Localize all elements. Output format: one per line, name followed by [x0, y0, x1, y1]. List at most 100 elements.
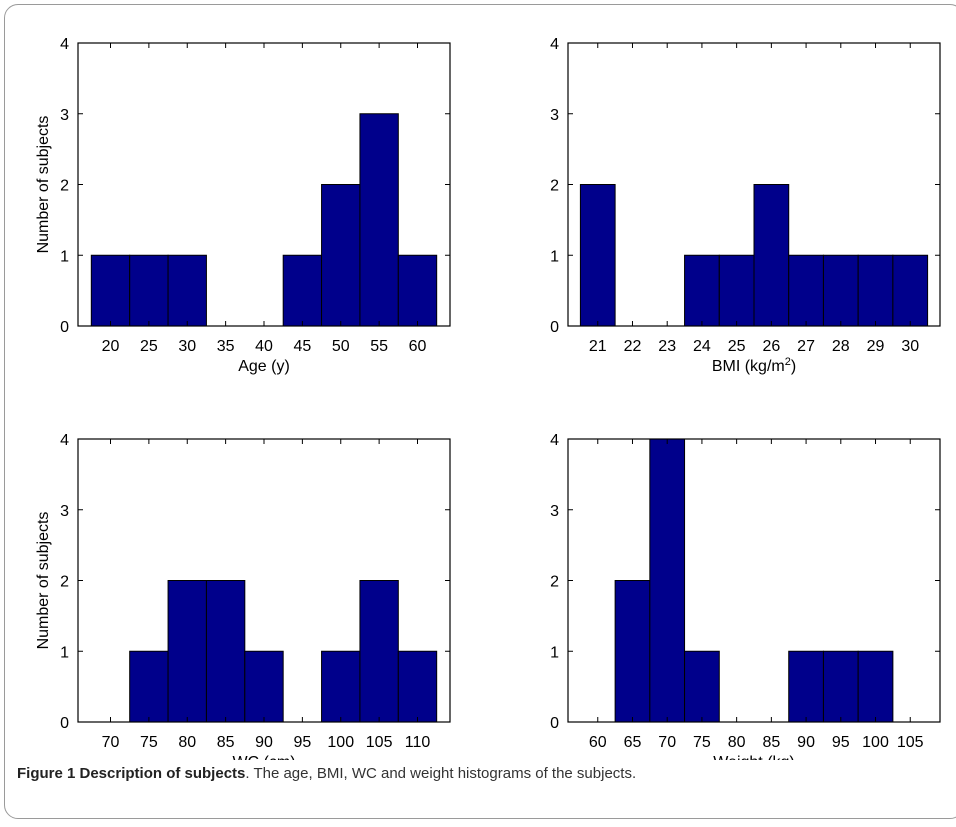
y-tick-label: 0 — [60, 319, 69, 336]
x-tick-label: 85 — [762, 734, 780, 751]
y-tick-label: 2 — [550, 574, 559, 591]
bar-105 — [359, 580, 399, 723]
bar-70 — [649, 438, 686, 723]
x-tick-label: 25 — [728, 338, 746, 355]
y-tick-label: 3 — [550, 107, 559, 124]
x-tick-label: 90 — [797, 734, 815, 751]
bar-28 — [822, 254, 859, 327]
bar-100 — [857, 650, 894, 723]
x-tick-label: 40 — [255, 338, 273, 355]
x-tick-label: 27 — [797, 338, 815, 355]
x-tick-label: 30 — [178, 338, 196, 355]
bar-85 — [205, 580, 246, 723]
y-tick-label: 0 — [550, 715, 559, 732]
y-tick-label: 1 — [550, 644, 559, 661]
bar-25 — [129, 254, 169, 327]
y-tick-label: 0 — [550, 319, 559, 336]
x-tick-label: 110 — [405, 734, 431, 751]
bar-55 — [359, 113, 399, 327]
x-tick-label: 105 — [897, 734, 924, 751]
x-tick-label: 65 — [624, 734, 642, 751]
x-tick-label: 70 — [658, 734, 676, 751]
x-axis-label: WC (cm) — [232, 754, 295, 760]
bar-95 — [822, 650, 859, 723]
y-tick-label: 4 — [60, 432, 69, 449]
bar-80 — [167, 580, 207, 723]
x-tick-label: 60 — [589, 734, 607, 751]
y-tick-label: 0 — [60, 715, 69, 732]
x-tick-label: 29 — [867, 338, 885, 355]
bar-100 — [321, 650, 361, 723]
bar-30 — [167, 254, 207, 327]
x-tick-label: 60 — [409, 338, 427, 355]
bar-26 — [753, 184, 790, 327]
x-tick-label: 45 — [293, 338, 311, 355]
bar-30 — [892, 254, 929, 327]
y-tick-label: 2 — [60, 574, 69, 591]
x-tick-label: 24 — [693, 338, 711, 355]
x-tick-label: 80 — [728, 734, 746, 751]
x-tick-label: 21 — [589, 338, 607, 355]
x-tick-label: 75 — [140, 734, 158, 751]
x-tick-label: 25 — [140, 338, 158, 355]
bar-50 — [321, 184, 361, 327]
x-tick-label: 75 — [693, 734, 711, 751]
bar-45 — [282, 254, 323, 327]
y-tick-label: 3 — [60, 107, 69, 124]
x-tick-label: 70 — [102, 734, 120, 751]
y-axis-label: Number of subjects — [35, 116, 52, 254]
histogram-panel-3: 0 1 2 3 4 70 75 80 85 90 95 100 105 110 WC (cm) Number … — [35, 432, 451, 760]
bar-20 — [90, 254, 131, 327]
x-tick-label: 80 — [178, 734, 196, 751]
histogram-panel-1: 0 1 2 3 4 20 25 30 35 40 45 50 55 60 Age (y) Number of … — [35, 36, 451, 375]
y-tick-label: 3 — [60, 503, 69, 520]
bar-90 — [244, 650, 284, 723]
bar-27 — [788, 254, 824, 327]
caption-text: . The age, BMI, WC and weight histograms… — [245, 765, 637, 782]
figure-caption: Figure 1 Description of subjects. The ag… — [17, 765, 636, 782]
y-tick-label: 2 — [550, 178, 559, 195]
y-tick-label: 1 — [60, 248, 69, 265]
bar-60 — [397, 254, 438, 327]
x-tick-label: 30 — [901, 338, 919, 355]
bar-29 — [857, 254, 894, 327]
x-tick-label: 20 — [102, 338, 120, 355]
bar-65 — [614, 580, 651, 723]
histogram-panel-4: 0 1 2 3 4 60 65 70 75 80 85 90 95 100 105 Weight (kg) — [550, 432, 941, 760]
y-tick-label: 1 — [60, 644, 69, 661]
y-tick-label: 1 — [550, 248, 559, 265]
x-axis-label: Age (y) — [238, 358, 290, 375]
bar-75 — [684, 650, 720, 723]
x-tick-label: 28 — [832, 338, 850, 355]
x-tick-label: 23 — [658, 338, 676, 355]
y-tick-label: 4 — [550, 432, 559, 449]
bar-90 — [788, 650, 824, 723]
x-axis-label: BMI (kg/m2) — [712, 356, 796, 375]
x-tick-label: 100 — [327, 734, 354, 751]
y-tick-label: 4 — [60, 36, 69, 53]
x-tick-label: 85 — [217, 734, 235, 751]
x-tick-label: 22 — [624, 338, 642, 355]
x-tick-label: 95 — [293, 734, 311, 751]
bar-24 — [684, 254, 720, 327]
x-axis-label: Weight (kg) — [713, 754, 795, 760]
bar-110 — [397, 650, 438, 723]
bar-25 — [718, 254, 755, 327]
bar-75 — [129, 650, 169, 723]
y-tick-label: 4 — [550, 36, 559, 53]
x-tick-label: 100 — [862, 734, 889, 751]
x-tick-label: 55 — [370, 338, 388, 355]
x-tick-label: 95 — [832, 734, 850, 751]
y-axis-label: Number of subjects — [35, 512, 52, 650]
x-tick-label: 90 — [255, 734, 273, 751]
bar-21 — [579, 184, 616, 327]
y-tick-label: 3 — [550, 503, 559, 520]
x-tick-label: 26 — [762, 338, 780, 355]
x-tick-label: 105 — [366, 734, 393, 751]
caption-title: Figure 1 Description of subjects — [17, 765, 246, 782]
y-tick-label: 2 — [60, 178, 69, 195]
figure-frame — [4, 4, 956, 819]
x-tick-label: 50 — [332, 338, 350, 355]
